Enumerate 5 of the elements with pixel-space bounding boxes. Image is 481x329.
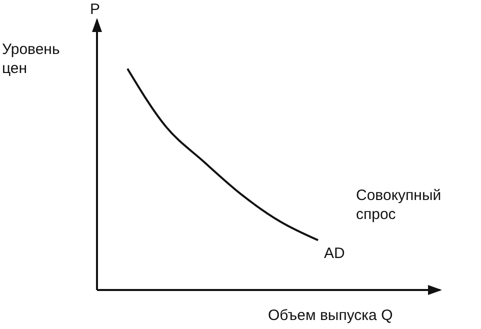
y-axis-title: Уровень цен — [2, 40, 61, 78]
text: P — [90, 0, 100, 19]
text: Совокупный спрос — [356, 186, 442, 224]
series-label: AD — [324, 244, 345, 264]
x-axis-title: Объем выпуска Q — [268, 306, 393, 325]
